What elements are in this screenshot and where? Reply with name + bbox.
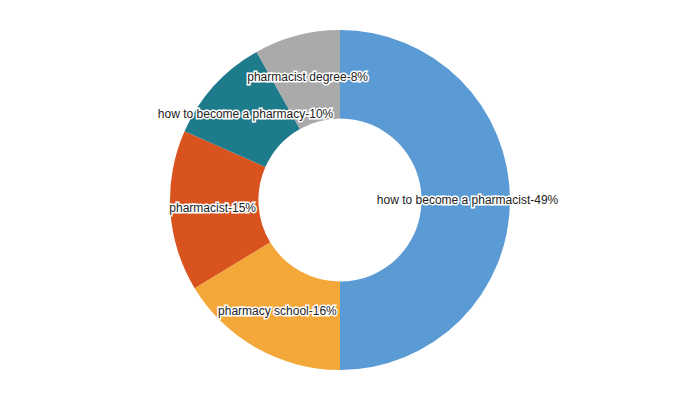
svg-text:how to become a pharmacy-10%: how to become a pharmacy-10% xyxy=(158,107,334,121)
svg-text:how to become a pharmacist-49%: how to become a pharmacist-49% xyxy=(377,193,559,207)
svg-text:pharmacy school-16%: pharmacy school-16% xyxy=(218,304,337,318)
svg-text:pharmacist-15%: pharmacist-15% xyxy=(169,201,256,215)
svg-text:pharmacist degree-8%: pharmacist degree-8% xyxy=(247,70,368,84)
